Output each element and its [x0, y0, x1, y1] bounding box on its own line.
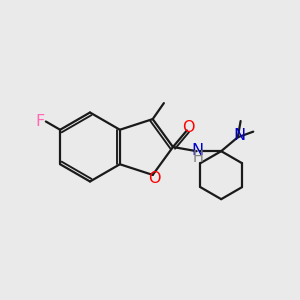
Text: H: H [192, 150, 203, 165]
Text: O: O [182, 120, 195, 135]
Text: O: O [148, 171, 160, 186]
Text: N: N [192, 143, 204, 158]
Text: N: N [233, 128, 246, 143]
Text: F: F [36, 114, 45, 129]
